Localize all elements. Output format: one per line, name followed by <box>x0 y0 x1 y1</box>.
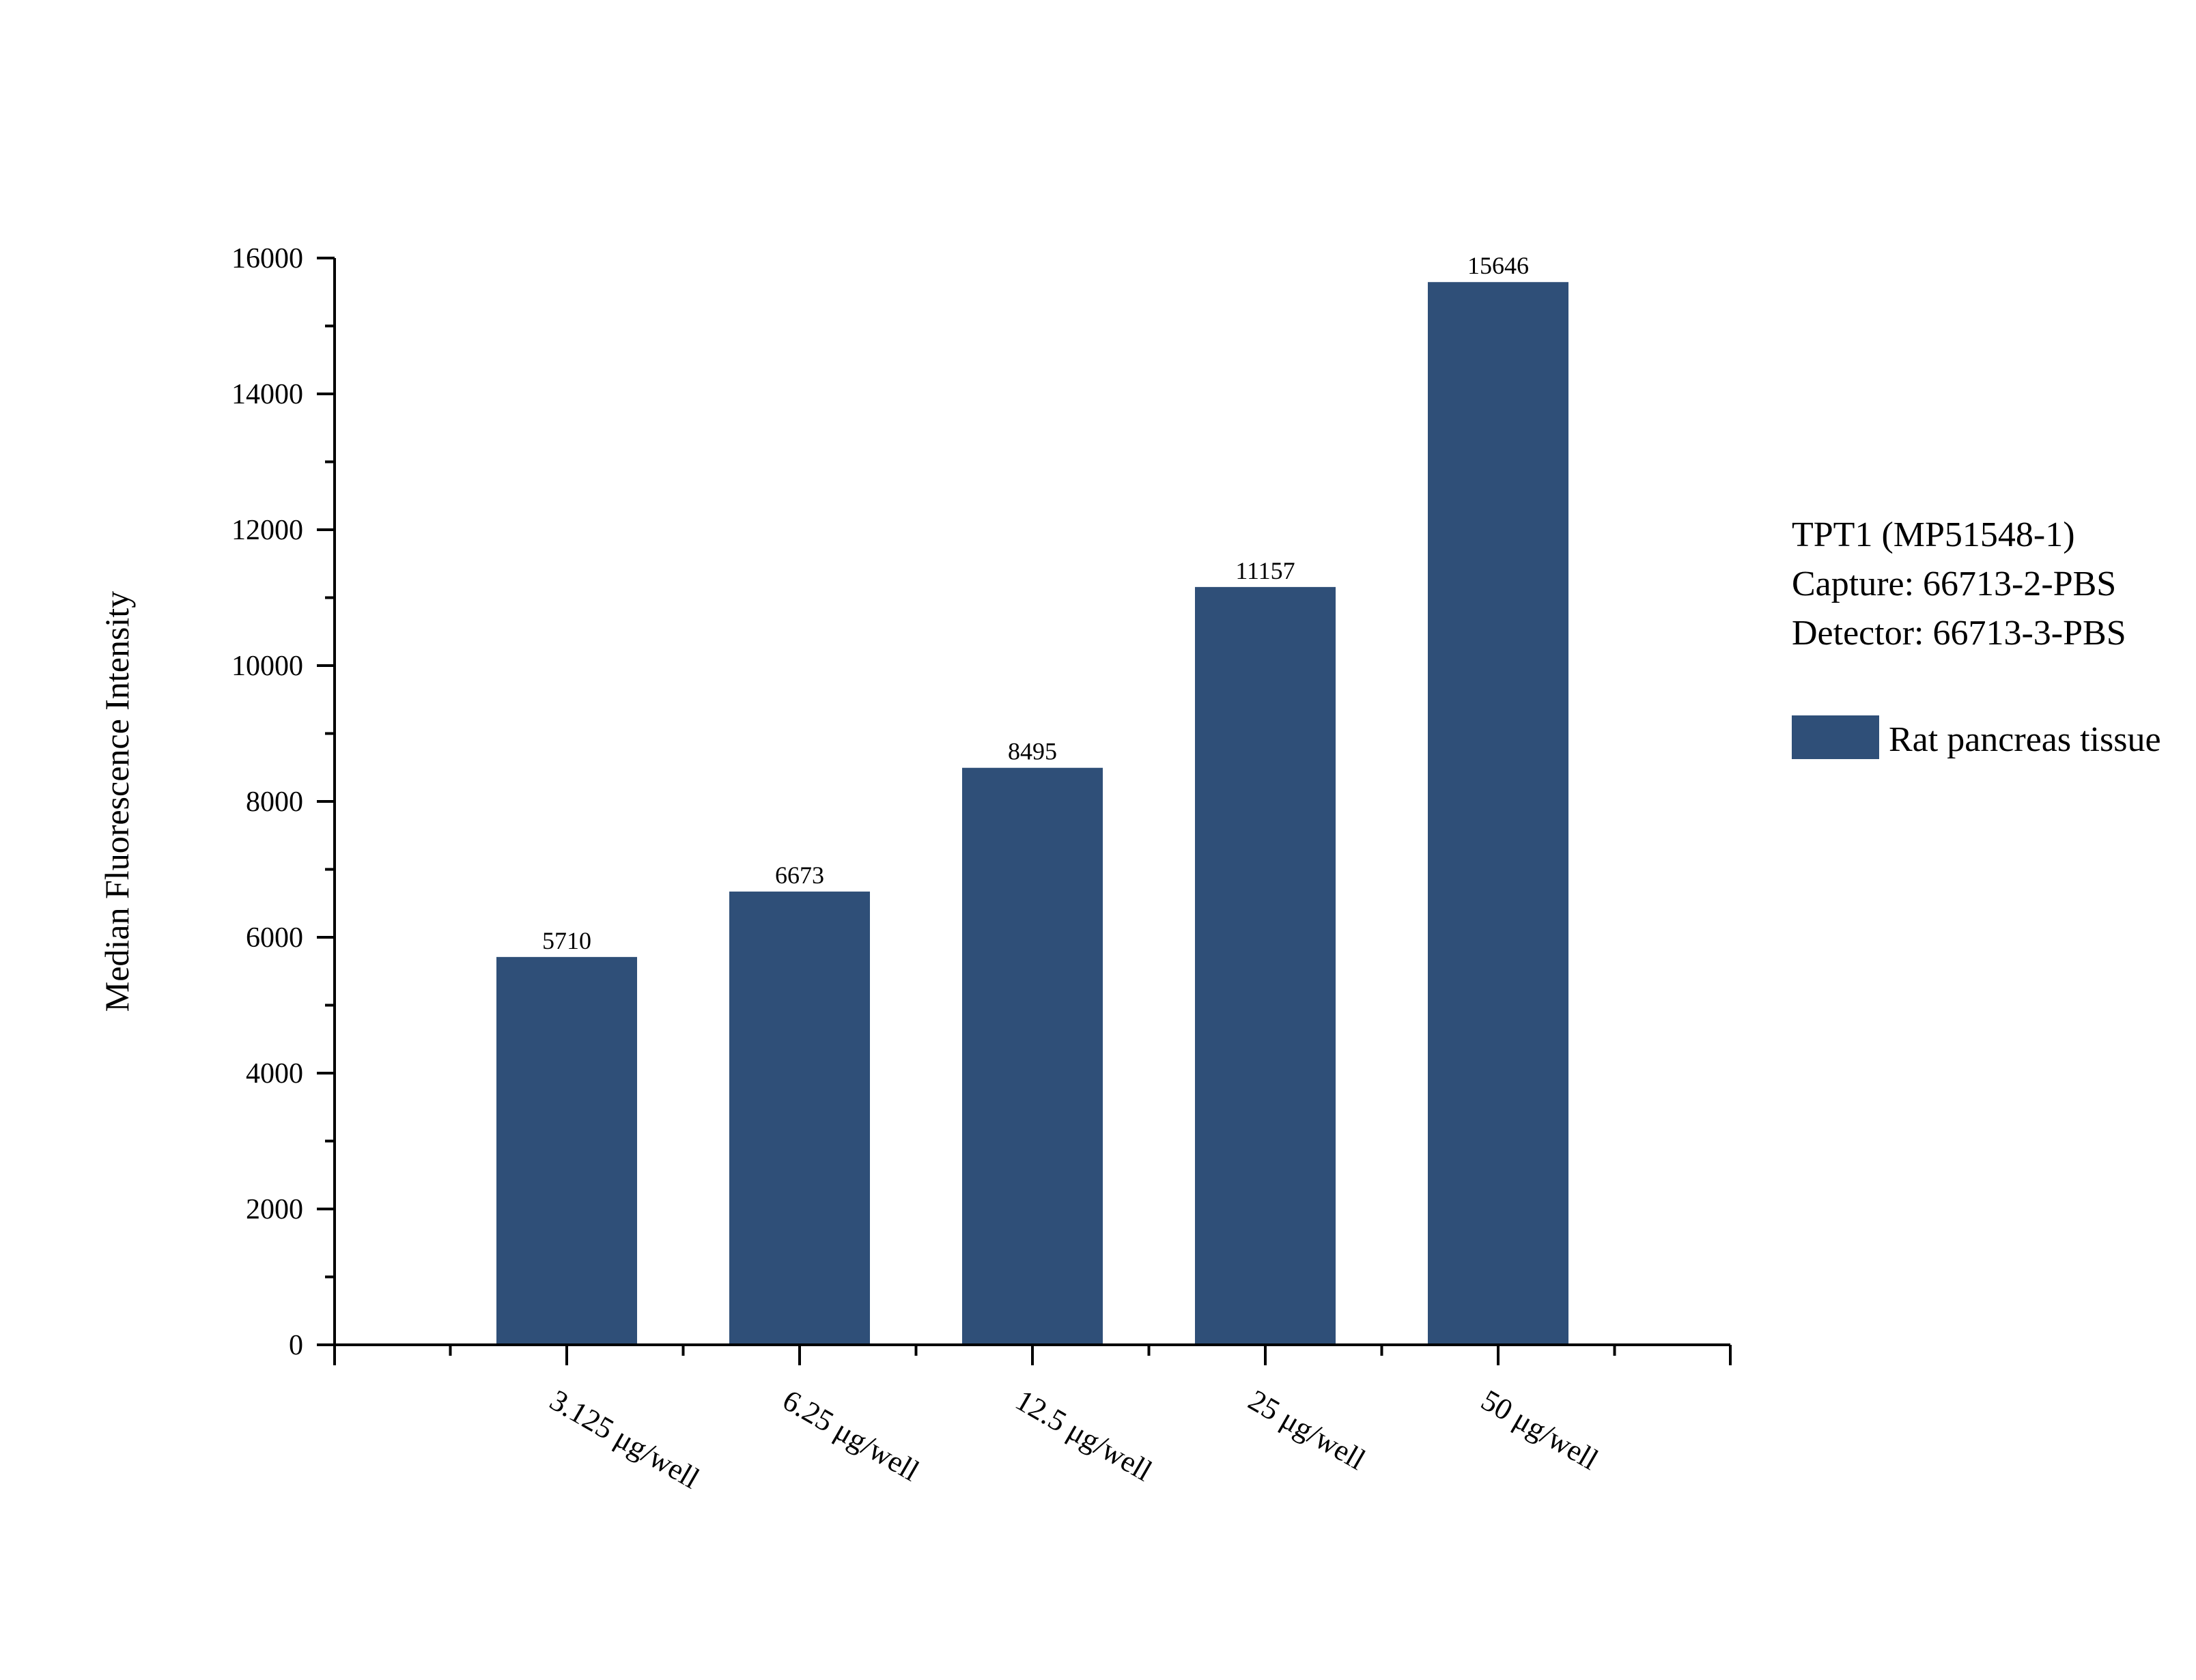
legend: Rat pancreas tissue <box>1792 715 2161 759</box>
bar <box>962 767 1103 1345</box>
y-tick-label: 14000 <box>231 379 303 410</box>
y-axis-ticks <box>317 257 335 1346</box>
legend-swatch <box>1792 715 1879 759</box>
y-tick-label: 8000 <box>246 786 303 818</box>
y-tick-label: 6000 <box>246 922 303 954</box>
info-line-detector: Detector: 66713-3-PBS <box>1792 614 2126 653</box>
category-label: 6.25 μg/well <box>777 1383 925 1487</box>
category-label: 50 μg/well <box>1476 1383 1604 1477</box>
bars <box>496 282 1568 1346</box>
bar-value-label: 8495 <box>1008 738 1057 765</box>
y-axis-title: Median Fluorescence Intensity <box>98 591 136 1012</box>
legend-label: Rat pancreas tissue <box>1889 720 2161 759</box>
y-tick-label: 4000 <box>246 1058 303 1090</box>
y-tick-label: 12000 <box>231 515 303 546</box>
bar-value-label: 5710 <box>542 927 591 954</box>
bar-value-labels: 5710 6673 8495 11157 15646 <box>542 252 1529 954</box>
x-axis-ticks <box>333 1345 1732 1365</box>
y-tick-label: 0 <box>289 1330 303 1361</box>
info-line-capture: Capture: 66713-2-PBS <box>1792 565 2116 603</box>
x-axis-category-labels: 3.125 μg/well 6.25 μg/well 12.5 μg/well 25 … <box>544 1383 1604 1495</box>
y-tick-label: 16000 <box>231 243 303 274</box>
bar-value-label: 6673 <box>775 862 824 889</box>
chart-info: TPT1 (MP51548-1) Capture: 66713-2-PBS De… <box>1792 515 2126 653</box>
bar <box>1428 282 1568 1345</box>
info-line-protein: TPT1 (MP51548-1) <box>1792 515 2075 554</box>
category-label: 3.125 μg/well <box>544 1383 705 1495</box>
bar <box>729 892 870 1345</box>
bar <box>1195 586 1336 1346</box>
category-label: 25 μg/well <box>1243 1383 1371 1477</box>
bar-value-label: 15646 <box>1467 252 1529 279</box>
y-tick-label: 10000 <box>231 651 303 682</box>
category-label: 12.5 μg/well <box>1010 1383 1157 1487</box>
bar <box>496 956 637 1345</box>
y-axis-tick-labels: 0 2000 4000 6000 8000 10000 12000 14000 16000 <box>231 243 303 1361</box>
y-tick-label: 2000 <box>246 1194 303 1225</box>
bar-value-label: 11157 <box>1235 557 1295 584</box>
